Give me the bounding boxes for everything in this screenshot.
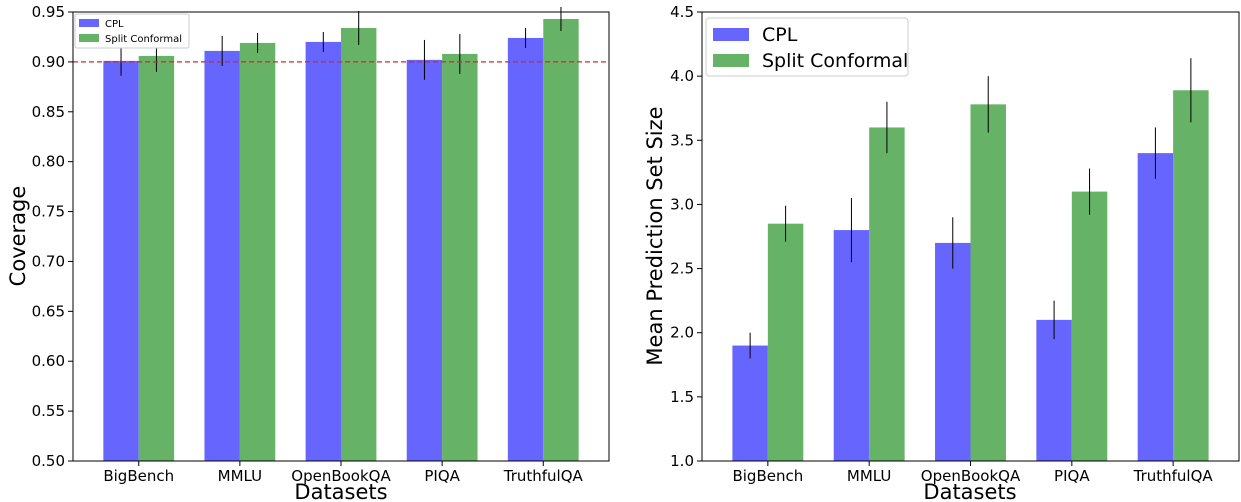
set-size-x-tick-label: TruthfulQA	[1133, 467, 1214, 485]
set-size-y-ticks: 1.0 1.5 2.0 2.5 3.0 3.5 4.0 4.5	[670, 3, 702, 470]
coverage-bars	[103, 18, 579, 462]
coverage-y-tick-label: 0.75	[32, 203, 65, 221]
set-size-x-axis-title: Datasets	[923, 480, 1016, 502]
coverage-legend-frame	[74, 13, 190, 49]
coverage-bar-split-conformal-openbookqa	[341, 27, 377, 461]
set-size-x-ticks: BigBench MMLU OpenBookQA PIQA TruthfulQA	[732, 461, 1213, 485]
coverage-bar-cpl-bigbench	[103, 60, 139, 461]
coverage-bar-split-conformal-truthfulqa	[543, 18, 579, 462]
coverage-y-tick-label: 0.85	[32, 103, 65, 121]
set-size-legend-split-swatch	[713, 54, 749, 67]
coverage-x-tick-label: OpenBookQA	[291, 467, 391, 485]
coverage-bar-cpl-truthfulqa	[507, 37, 544, 461]
coverage-y-axis-title: Coverage	[6, 186, 30, 287]
set-size-chart: 1.0 1.5 2.0 2.5 3.0 3.5 4.0 4.5 BigBench MMLU Ope…	[643, 3, 1240, 502]
set-size-y-tick-label: 2.5	[670, 260, 694, 278]
set-size-x-tick-label: BigBench	[732, 467, 803, 485]
coverage-x-tick-label: PIQA	[424, 467, 460, 485]
set-size-bar-split-conformal-truthfulqa	[1173, 90, 1209, 462]
coverage-y-tick-label: 0.65	[32, 302, 65, 320]
coverage-y-tick-label: 0.70	[32, 252, 65, 270]
set-size-legend: CPL Split Conformal	[705, 17, 909, 77]
coverage-y-tick-label: 0.60	[32, 352, 65, 370]
coverage-y-tick-label: 0.90	[32, 53, 65, 71]
set-size-bars	[732, 90, 1209, 462]
set-size-y-tick-label: 4.0	[670, 67, 694, 85]
coverage-bar-cpl-mmlu	[204, 50, 240, 462]
coverage-x-tick-label: MMLU	[218, 467, 262, 485]
set-size-y-tick-label: 3.0	[670, 195, 694, 213]
set-size-legend-cpl-label: CPL	[762, 24, 798, 46]
coverage-bar-split-conformal-piqa	[442, 53, 478, 461]
set-size-bar-cpl-truthfulqa	[1137, 153, 1174, 461]
set-size-y-tick-label: 4.5	[670, 3, 694, 21]
coverage-bar-split-conformal-bigbench	[138, 55, 175, 461]
coverage-legend-cpl-label: CPL	[105, 19, 124, 30]
set-size-legend-cpl-swatch	[713, 28, 749, 41]
coverage-legend-split-label: Split Conformal	[105, 34, 182, 45]
set-size-y-tick-label: 3.5	[670, 131, 694, 149]
coverage-x-tick-label: BigBench	[103, 467, 174, 485]
coverage-bar-split-conformal-mmlu	[239, 42, 276, 461]
set-size-legend-frame	[705, 17, 909, 77]
set-size-bar-cpl-openbookqa	[935, 242, 971, 461]
coverage-y-tick-label: 0.80	[32, 153, 65, 171]
coverage-legend: CPL Split Conformal	[74, 13, 190, 49]
set-size-bar-split-conformal-piqa	[1071, 191, 1108, 461]
set-size-y-axis-title: Mean Prediction Set Size	[643, 106, 667, 365]
set-size-bar-cpl-bigbench	[732, 345, 768, 461]
coverage-legend-cpl-swatch	[79, 19, 99, 27]
set-size-x-tick-label: PIQA	[1054, 467, 1090, 485]
coverage-legend-split-swatch	[79, 34, 99, 42]
coverage-y-tick-label: 0.50	[32, 452, 65, 470]
coverage-x-ticks: BigBench MMLU OpenBookQA PIQA TruthfulQA	[103, 461, 584, 485]
coverage-y-tick-label: 0.95	[32, 3, 65, 21]
coverage-bar-cpl-piqa	[406, 59, 443, 461]
set-size-bar-cpl-mmlu	[833, 230, 870, 461]
set-size-bar-split-conformal-bigbench	[767, 223, 804, 461]
set-size-y-tick-label: 1.0	[670, 452, 694, 470]
set-size-y-tick-label: 2.0	[670, 324, 694, 342]
set-size-x-tick-label: MMLU	[847, 467, 891, 485]
set-size-x-tick-label: OpenBookQA	[921, 467, 1021, 485]
coverage-x-tick-label: TruthfulQA	[503, 467, 584, 485]
coverage-x-axis-title: Datasets	[294, 480, 387, 502]
set-size-legend-split-label: Split Conformal	[762, 50, 908, 72]
coverage-y-ticks: 0.50 0.55 0.60 0.65 0.70 0.75 0.80 0.85 0.90 0.95	[32, 3, 73, 470]
set-size-error-bars	[749, 58, 1192, 359]
set-size-bar-split-conformal-openbookqa	[970, 104, 1006, 461]
coverage-y-tick-label: 0.55	[32, 402, 65, 420]
set-size-bar-cpl-piqa	[1036, 319, 1072, 461]
set-size-y-tick-label: 1.5	[670, 388, 694, 406]
coverage-chart: 0.50 0.55 0.60 0.65 0.70 0.75 0.80 0.85 0.90 0.95…	[6, 3, 610, 502]
coverage-bar-cpl-openbookqa	[305, 41, 341, 461]
set-size-bar-split-conformal-mmlu	[869, 127, 905, 461]
